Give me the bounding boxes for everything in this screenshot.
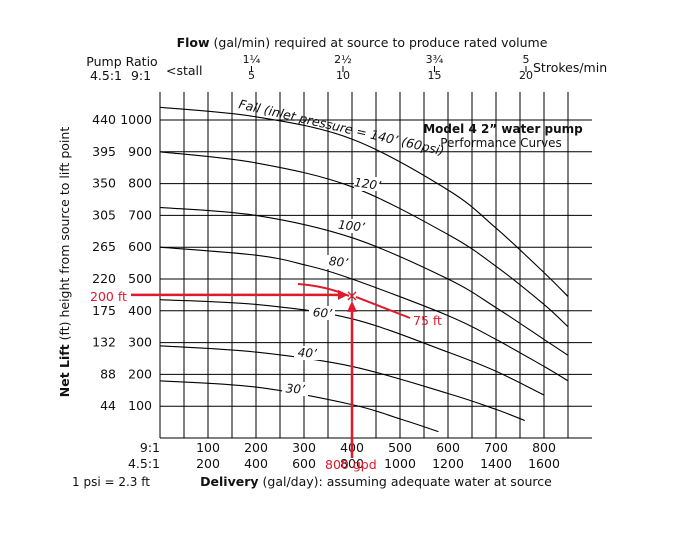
x-tick-ratio9: 800 <box>532 440 556 455</box>
performance-curve <box>159 246 569 382</box>
ratio-col-9: 9:1 <box>131 68 151 83</box>
y-axis-label: Net Lift (ft) height from source to lift… <box>57 127 72 398</box>
flow-tick-strokes: 15 <box>428 69 442 82</box>
curve-labels: Fall (inlet pressure = 140’ (60psi) 120’ 1… <box>237 96 445 396</box>
chart-title-rest: (gal/min) required at source to produce … <box>210 35 548 50</box>
performance-curve <box>159 151 569 328</box>
x-tick-ratio9: 600 <box>436 440 460 455</box>
strokes-label: Strokes/min <box>533 60 607 75</box>
curve-label-bg <box>325 255 351 269</box>
x-axis-ratio-45: 4.5:1 <box>128 456 160 471</box>
y-tick-ft: 175 <box>92 303 116 318</box>
chart-title-bold: Flow <box>177 35 210 50</box>
delivery-annotation-label: 800 gpd <box>325 457 377 472</box>
x-tick-ratio45: 800 <box>340 456 364 471</box>
conversion-note: 1 psi = 2.3 ft <box>72 475 150 489</box>
flow-tick-label: 2½ <box>334 53 352 66</box>
y-tick-ft: 132 <box>92 335 116 350</box>
x-tick-ratio9: 200 <box>244 440 268 455</box>
y-tick-ratio: 600 <box>128 239 152 254</box>
x-tick-ratio9: 100 <box>196 440 220 455</box>
x-ticks: 1002002004003006004008005001000600120070… <box>196 440 560 471</box>
pump-ratio-label: Pump Ratio <box>86 54 157 69</box>
x-axis-label-bold: Delivery <box>200 474 258 489</box>
y-tick-ratio: 900 <box>128 144 152 159</box>
y-axis-label-bold: Net Lift <box>57 344 72 397</box>
curve-label: Fall (inlet pressure = 140’ (60psi) <box>237 96 445 158</box>
x-tick-ratio45: 200 <box>196 456 220 471</box>
curve-label: 80’ <box>328 254 349 270</box>
fall-curve-arc <box>297 283 350 297</box>
curve-label-bg <box>282 382 308 396</box>
x-tick-ratio45: 1000 <box>384 456 416 471</box>
lift-annotation-label: 200 ft <box>90 289 127 304</box>
y-tick-ft: 220 <box>92 271 116 286</box>
x-axis-label: Delivery (gal/day): assuming adequate wa… <box>200 474 552 489</box>
box-title: Model 4 2” water pump <box>423 122 583 136</box>
y-tick-ratio: 800 <box>128 176 152 191</box>
curve-label: 100’ <box>337 218 365 235</box>
curve-label-bg <box>294 346 320 360</box>
curves <box>159 106 569 433</box>
y-tick-ft: 395 <box>92 144 116 159</box>
ratio-col-4-5: 4.5:1 <box>90 68 122 83</box>
flow-tick-strokes: 5 <box>248 69 255 82</box>
box-subtitle: Performance Curves <box>440 136 562 150</box>
curve-label: 120’ <box>353 175 382 193</box>
x-tick-ratio45: 1200 <box>432 456 464 471</box>
curve-label-bg <box>309 306 335 320</box>
x-tick-ratio45: 600 <box>292 456 316 471</box>
y-tick-ft: 440 <box>92 112 116 127</box>
y-tick-ratio: 400 <box>128 303 152 318</box>
y-tick-ft: 350 <box>92 176 116 191</box>
flow-tick-label: 3¾ <box>426 53 444 66</box>
flow-tick-label: 1¼ <box>243 53 261 66</box>
flow-tick-strokes: 20 <box>519 69 533 82</box>
left-ticks: 44 100 88 200 132 300 175 400 220 500 265 600 305 700… <box>92 112 152 413</box>
annotations <box>131 283 411 458</box>
x-tick-ratio9: 700 <box>484 440 508 455</box>
x-tick-ratio9: 500 <box>388 440 412 455</box>
x-tick-ratio9: 300 <box>292 440 316 455</box>
flow-ticks: 1¼ 5 2½ 10 3¾ 15 5 20 <box>243 53 533 82</box>
y-tick-ft: 44 <box>100 398 116 413</box>
y-tick-ft: 305 <box>92 207 116 222</box>
performance-curve <box>159 299 545 396</box>
y-tick-ratio: 700 <box>128 207 152 222</box>
y-tick-ratio: 100 <box>128 398 152 413</box>
curve-label: 60’ <box>312 305 332 321</box>
x-axis-label-rest: (gal/day): assuming adequate water at so… <box>259 474 553 489</box>
y-tick-ratio: 1000 <box>120 112 152 127</box>
curve-label: 40’ <box>297 345 317 360</box>
x-axis-ratio-9: 9:1 <box>140 440 160 455</box>
flow-tick-strokes: 10 <box>336 69 350 82</box>
y-tick-ft: 88 <box>100 366 116 381</box>
y-tick-ratio: 500 <box>128 271 152 286</box>
performance-curve <box>159 345 525 422</box>
y-tick-ratio: 200 <box>128 366 152 381</box>
curve-label-bg <box>338 219 364 233</box>
chart-title: Flow (gal/min) required at source to pro… <box>177 35 548 50</box>
fall-leader-line <box>355 295 411 319</box>
x-tick-ratio45: 1400 <box>480 456 512 471</box>
performance-curve <box>159 106 569 297</box>
operating-point-marker: × <box>345 286 358 305</box>
fall-annotation-label: 75 ft <box>413 313 442 328</box>
x-tick-ratio45: 1600 <box>528 456 560 471</box>
curve-label-bg <box>354 177 380 191</box>
y-axis-label-rest: (ft) height from source to lift point <box>57 127 72 345</box>
stall-label: <stall <box>166 63 203 78</box>
performance-curve <box>159 206 569 356</box>
curve-label: 30’ <box>285 381 305 396</box>
y-tick-ft: 265 <box>92 239 116 254</box>
y-tick-ratio: 300 <box>128 335 152 350</box>
performance-curve <box>159 380 439 433</box>
x-tick-ratio45: 400 <box>244 456 268 471</box>
delivery-arrow-head <box>347 300 357 312</box>
flow-tick-label: 5 <box>523 53 530 66</box>
